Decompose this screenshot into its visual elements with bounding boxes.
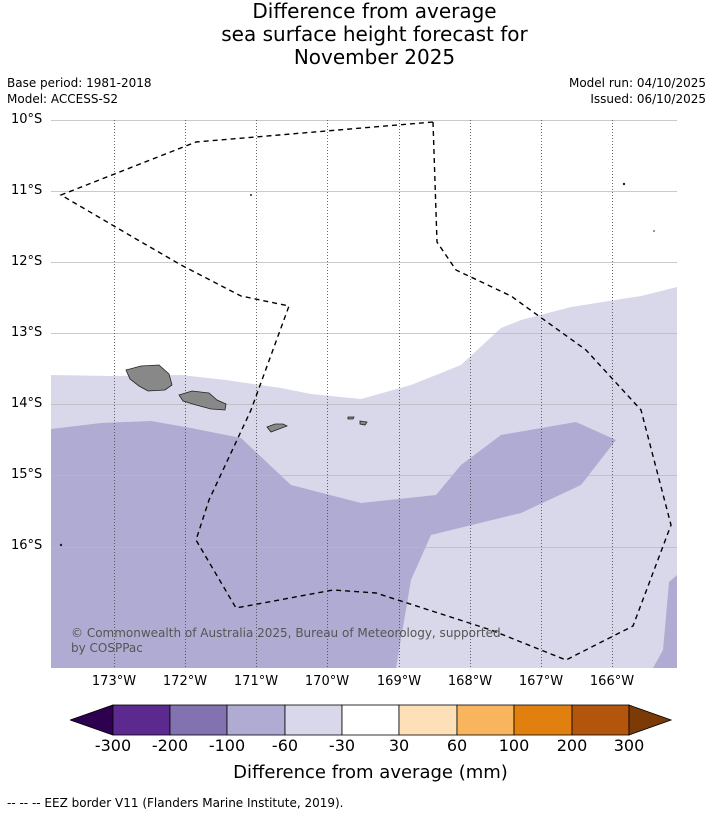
island-islet-3 [653, 230, 655, 232]
colorbar-swatch [456, 704, 515, 736]
lat-label: 13°S [11, 325, 43, 340]
lat-label: 15°S [11, 467, 43, 482]
island-tutuila [266, 423, 288, 433]
colorbar-tick: -30 [328, 736, 356, 755]
lon-label: 171°W [233, 674, 279, 689]
copyright-line-1: © Commonwealth of Australia 2025, Bureau… [71, 626, 501, 640]
island-manua [359, 420, 368, 426]
eez-footnote: -- -- -- EEZ border V11 (Flanders Marine… [7, 796, 344, 810]
map-svg [51, 120, 677, 668]
ocean-band-medium [51, 421, 616, 668]
meta-left: Base period: 1981-2018 Model: ACCESS-S2 [7, 75, 152, 107]
lon-label: 166°W [589, 674, 635, 689]
title-line-1: Difference from average [252, 0, 497, 23]
copyright-notice: © Commonwealth of Australia 2025, Bureau… [71, 626, 501, 656]
ocean-band-medium-east [653, 575, 677, 668]
lat-gridlines [51, 120, 677, 548]
title-line-2: sea surface height forecast for [221, 22, 528, 46]
colorbar-swatch [169, 704, 228, 736]
lon-label: 167°W [518, 674, 564, 689]
lat-label: 16°S [11, 538, 43, 553]
colorbar-swatch [226, 704, 286, 736]
colorbar-tick: -300 [94, 736, 132, 755]
colorbar-tick: -100 [208, 736, 246, 755]
title-line-3: November 2025 [293, 45, 456, 69]
colorbar-swatch [284, 704, 343, 736]
lon-label: 168°W [447, 674, 493, 689]
colorbar-title: Difference from average (mm) [233, 762, 508, 783]
colorbar-swatch [628, 704, 672, 736]
lon-label: 170°W [304, 674, 350, 689]
meta-right: Model run: 04/10/2025 Issued: 06/10/2025 [569, 75, 706, 107]
model-name: Model: ACCESS-S2 [7, 92, 119, 106]
base-period: Base period: 1981-2018 [7, 76, 152, 90]
colorbar-tick: 100 [498, 736, 530, 755]
island-upolu [178, 390, 227, 411]
model-run: Model run: 04/10/2025 [568, 76, 706, 90]
lon-label: 173°W [91, 674, 137, 689]
island-savaii [125, 364, 173, 392]
colorbar-swatch [571, 704, 630, 736]
island-ofu [347, 416, 355, 420]
chart-title: Difference from average sea surface heig… [0, 0, 713, 69]
island-islet-2 [622, 182, 626, 186]
colorbar-swatch [70, 704, 114, 736]
colorbar-swatch [513, 704, 573, 736]
lat-label: 12°S [11, 254, 43, 269]
island-islet-1 [250, 194, 252, 196]
lat-label: 10°S [11, 112, 43, 127]
issued-date: Issued: 06/10/2025 [590, 92, 706, 106]
colorbar-tick: -60 [271, 736, 299, 755]
colorbar-swatch [341, 704, 400, 736]
colorbar [70, 704, 672, 736]
colorbar-tick: -200 [151, 736, 189, 755]
lat-label: 11°S [11, 183, 43, 198]
colorbar-swatch [398, 704, 458, 736]
lon-label: 172°W [162, 674, 208, 689]
copyright-line-2: by COSPPac [71, 641, 143, 655]
lon-label: 169°W [376, 674, 422, 689]
colorbar-swatch [112, 704, 171, 736]
colorbar-tick: 30 [388, 736, 410, 755]
lat-label: 14°S [11, 396, 43, 411]
map-panel [51, 120, 677, 668]
colorbar-tick: 200 [556, 736, 588, 755]
colorbar-tick: 300 [613, 736, 645, 755]
colorbar-tick: 60 [446, 736, 468, 755]
island-islet-4 [59, 543, 63, 547]
